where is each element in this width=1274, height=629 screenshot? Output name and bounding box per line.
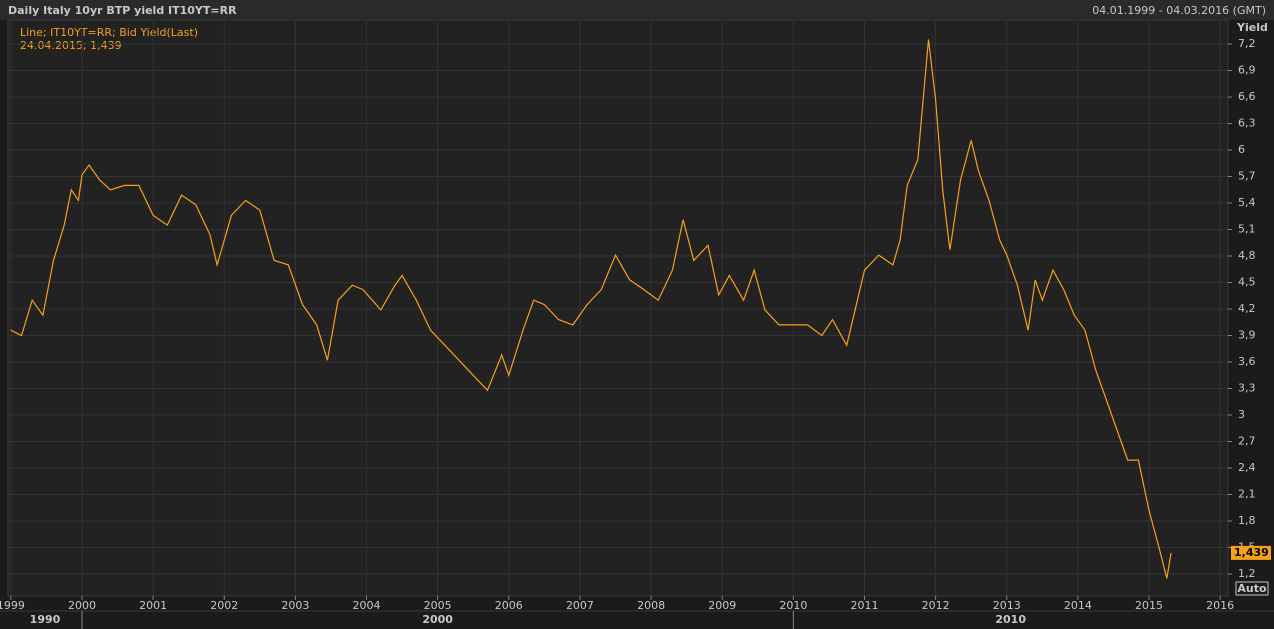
y-tick-label: 3 xyxy=(1238,408,1245,421)
y-tick-label: 4,5 xyxy=(1238,276,1256,289)
title-bar xyxy=(0,0,1274,20)
y-tick-label: 5,4 xyxy=(1238,196,1256,209)
annotation: 24.04.2015; 1,439 xyxy=(20,39,122,52)
y-tick-label: 3,3 xyxy=(1238,382,1256,395)
y-axis-label: Yield xyxy=(1236,21,1268,34)
x-tick-label: 2009 xyxy=(708,599,736,612)
scale-mode[interactable]: Auto xyxy=(1237,582,1267,595)
x-tick-label: 2010 xyxy=(779,599,807,612)
scale-mode-box[interactable] xyxy=(1235,581,1269,596)
y-tick-label: 3,9 xyxy=(1238,329,1256,342)
y-tick-label: 1,8 xyxy=(1238,514,1256,527)
x-tick-label: 2003 xyxy=(281,599,309,612)
decade-label: 1990 xyxy=(30,613,61,626)
y-tick-label: 5,7 xyxy=(1238,170,1256,183)
x-tick-label: 2004 xyxy=(353,599,381,612)
last-value-tag xyxy=(1231,545,1271,560)
x-tick-label: 2011 xyxy=(850,599,878,612)
y-tick-label: 6 xyxy=(1238,143,1245,156)
y-tick-label: 6,3 xyxy=(1238,117,1256,130)
y-tick-label: 2,1 xyxy=(1238,488,1256,501)
x-tick-label: 2016 xyxy=(1206,599,1234,612)
date-range: 04.01.1999 - 04.03.2016 (GMT) xyxy=(1092,4,1266,17)
x-tick-label: 2002 xyxy=(210,599,238,612)
legend-entry: Line; IT10YT=RR; Bid Yield(Last) xyxy=(20,26,198,39)
x-tick-label: 2000 xyxy=(68,599,96,612)
chart-title: Daily Italy 10yr BTP yield IT10YT=RR xyxy=(8,4,237,17)
last-value-label: 1,439 xyxy=(1234,546,1269,559)
decade-label: 2000 xyxy=(422,613,453,626)
y-tick-label: 4,8 xyxy=(1238,249,1256,262)
plot-area xyxy=(7,19,1229,597)
y-tick-label: 6,9 xyxy=(1238,64,1256,77)
y-tick-label: 6,6 xyxy=(1238,90,1256,103)
x-tick-label: 2006 xyxy=(495,599,523,612)
y-tick-label: 4,2 xyxy=(1238,302,1256,315)
x-tick-label: 2001 xyxy=(139,599,167,612)
series-line xyxy=(10,39,1172,579)
decade-label: 2010 xyxy=(995,613,1026,626)
x-tick-label: 2008 xyxy=(637,599,665,612)
x-tick-label: 1999 xyxy=(0,599,25,612)
x-tick-label: 2014 xyxy=(1064,599,1092,612)
x-tick-label: 2012 xyxy=(922,599,950,612)
x-tick-label: 2005 xyxy=(424,599,452,612)
y-tick-label: 2,4 xyxy=(1238,461,1256,474)
y-tick-label: 7,2 xyxy=(1238,37,1256,50)
x-tick-label: 2013 xyxy=(993,599,1021,612)
y-tick-label: 2,7 xyxy=(1238,435,1256,448)
y-tick-label: 1,2 xyxy=(1238,567,1256,580)
y-tick-label: 5,1 xyxy=(1238,223,1256,236)
x-tick-label: 2007 xyxy=(566,599,594,612)
y-tick-label: 3,6 xyxy=(1238,355,1256,368)
x-tick-label: 2015 xyxy=(1135,599,1163,612)
